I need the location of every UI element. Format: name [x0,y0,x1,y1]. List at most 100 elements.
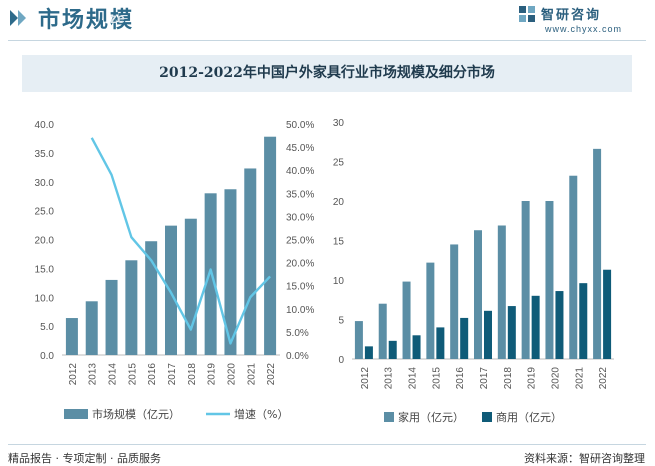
bar-market-size [244,168,257,355]
y-right-tick-label: 40.0% [286,166,314,177]
bar-commercial [507,306,516,359]
legend-label-commercial: 商用（亿元） [496,410,562,424]
y-tick-label: 25 [333,158,345,169]
y-tick-label: 20 [333,197,345,208]
header-watermark: ze [110,10,125,26]
bar-household [402,281,411,359]
bar-commercial [531,295,540,359]
brand-name: 智研咨询 [541,8,602,23]
x-tick-label: 2014 [408,367,419,390]
x-tick-label: 2021 [574,367,585,390]
y-tick-label: 0 [338,355,344,366]
legend-label-growth-rate: 增速（%） [234,407,288,421]
x-tick-label: 2013 [88,363,99,386]
y-left-tick-label: 5.0 [40,322,54,333]
x-tick-label: 2012 [360,367,371,390]
bar-commercial [579,283,588,359]
y-tick-label: 10 [333,276,345,287]
x-tick-label: 2015 [431,367,442,390]
bar-market-size [105,279,118,355]
y-right-tick-label: 15.0% [286,282,314,293]
bar-market-size [264,136,277,355]
bar-commercial [555,291,564,359]
x-tick-label: 2013 [384,367,395,390]
bar-household [545,201,554,359]
x-tick-label: 2018 [503,367,514,390]
x-tick-label: 2022 [266,363,277,386]
bar-market-size [65,318,78,355]
bar-market-size [165,225,177,355]
bar-commercial [412,335,421,359]
y-left-tick-label: 0.0 [40,351,54,362]
legend-swatch-household [384,412,394,422]
y-right-tick-label: 25.0% [286,236,314,247]
bar-household [474,230,482,359]
bar-household [450,244,459,359]
bar-market-size [85,301,98,355]
bar-household [426,262,435,359]
legend-swatch-market-size [64,409,88,419]
x-tick-label: 2012 [68,363,79,386]
bar-household [378,303,387,359]
bar-commercial [436,327,445,359]
header-divider [8,40,646,41]
y-right-tick-label: 45.0% [286,143,314,154]
bar-market-size [125,260,138,355]
x-tick-label: 2017 [479,367,490,390]
x-tick-label: 2015 [127,363,138,386]
y-left-tick-label: 40.0 [35,120,55,131]
bar-household [354,321,363,359]
chart-banner-title: 2012-2022年中国户外家具行业市场规模及细分市场 [22,55,632,92]
brand-logo: 智研咨询 www.chyxx.com [519,4,639,40]
y-left-tick-label: 35.0 [35,149,55,160]
header-title: 市场规模 [38,8,135,33]
legend-label-household: 家用（亿元） [398,410,464,424]
y-right-tick-label: 30.0% [286,212,314,223]
x-tick-label: 2020 [226,363,237,386]
y-right-tick-label: 50.0% [286,120,314,131]
x-tick-label: 2019 [207,363,218,386]
y-right-tick-label: 5.0% [286,328,309,339]
bar-market-size [224,189,237,355]
x-tick-label: 2020 [550,367,561,390]
footer-source: 资料来源：智研咨询整理 [524,452,645,465]
legend-swatch-commercial [482,412,492,422]
brand-url: www.chyxx.com [545,24,623,34]
y-tick-label: 5 [338,316,344,327]
bar-household [497,225,506,359]
x-tick-label: 2021 [246,363,257,386]
y-tick-label: 30 [333,118,345,129]
bar-commercial [388,340,397,359]
y-left-tick-label: 30.0 [35,178,55,189]
legend-label-market-size: 市场规模（亿元） [92,407,180,421]
footer-divider [8,444,646,445]
bar-market-size [184,218,197,355]
header: 市场规模 ze 智研咨询 www.chyxx.com [0,0,655,44]
x-tick-label: 2019 [527,367,538,390]
x-tick-label: 2016 [455,367,466,390]
bar-commercial [460,317,469,359]
footer: 精品报告 · 专项定制 · 品质服务 资料来源：智研咨询整理 [0,434,655,466]
y-left-tick-label: 10.0 [35,293,55,304]
y-left-tick-label: 20.0 [35,236,55,247]
x-tick-label: 2022 [598,367,609,390]
x-tick-label: 2017 [167,363,178,386]
bar-commercial [484,310,492,359]
line-growth-rate [90,137,271,345]
y-tick-label: 15 [333,237,345,248]
bar-commercial [364,346,373,359]
bar-commercial [603,269,612,359]
y-left-tick-label: 15.0 [35,264,55,275]
bar-household [593,148,602,359]
x-tick-label: 2016 [147,363,158,386]
chart-market-size: 0.0 5.0 10.0 15.0 20.0 25.0 30.0 35.0 40.0 0.0% 5.… [35,120,315,421]
bar-household [521,201,530,359]
y-right-tick-label: 0.0% [286,351,309,362]
header-accent-icon [10,10,26,26]
y-right-tick-label: 20.0% [286,259,314,270]
x-tick-label: 2018 [187,363,198,386]
y-left-tick-label: 25.0 [35,207,55,218]
x-tick-label: 2014 [108,363,119,386]
footer-slogan: 精品报告 · 专项定制 · 品质服务 [8,452,161,465]
